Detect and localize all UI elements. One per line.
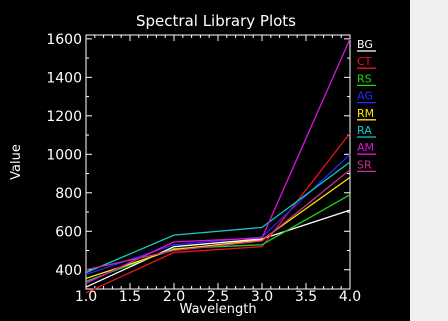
x-tick-label: 1.5 [119, 289, 141, 305]
plot-frame [85, 34, 351, 290]
y-tick-label: 800 [55, 186, 82, 202]
y-axis-label: Value [9, 144, 24, 180]
legend-label-rs: RS [357, 72, 372, 85]
x-tick-label: 4.0 [339, 289, 361, 305]
series-line-ag [85, 153, 351, 276]
chart-title: Spectral Library Plots [136, 12, 296, 30]
y-tick-label: 600 [55, 224, 82, 240]
legend-label-am: AM [357, 141, 374, 154]
spectral-chart: Spectral Library Plots Value Wavelength … [9, 12, 376, 317]
x-tick-label: 2.0 [163, 289, 185, 305]
series-line-am [85, 38, 351, 284]
series-line-ra [85, 161, 351, 274]
series-line-rs [85, 194, 351, 282]
series-line-bg [85, 209, 351, 288]
x-tick-label: 3.0 [251, 289, 273, 305]
legend-label-sr: SR [357, 158, 372, 171]
legend-label-ag: AG [357, 90, 373, 103]
series-lines [85, 38, 351, 294]
x-tick-label: 2.5 [207, 289, 229, 305]
x-tick-label: 3.5 [295, 289, 317, 305]
legend-label-ra: RA [357, 124, 372, 137]
y-tick-label: 1400 [46, 70, 82, 86]
y-tick-label: 400 [55, 263, 82, 279]
legend-label-bg: BG [357, 38, 373, 51]
series-line-rm [85, 176, 351, 280]
series-line-sr [85, 169, 351, 271]
axis-ticks: 400 600 800 1000 1200 1400 1600 1.0 1.5 2.0 2.5 3.0… [46, 32, 361, 305]
series-line-ct [85, 132, 351, 294]
y-tick-label: 1600 [46, 32, 82, 48]
plot-panel: Spectral Library Plots Value Wavelength … [0, 0, 410, 321]
y-tick-label: 1000 [46, 147, 82, 163]
legend: BG CT RS AG RM RA AM SR [357, 38, 376, 173]
x-tick-label: 1.0 [75, 289, 97, 305]
legend-label-rm: RM [357, 107, 374, 120]
y-tick-label: 1200 [46, 109, 82, 125]
legend-label-ct: CT [357, 55, 372, 68]
x-axis-label: Wavelength [179, 302, 256, 317]
